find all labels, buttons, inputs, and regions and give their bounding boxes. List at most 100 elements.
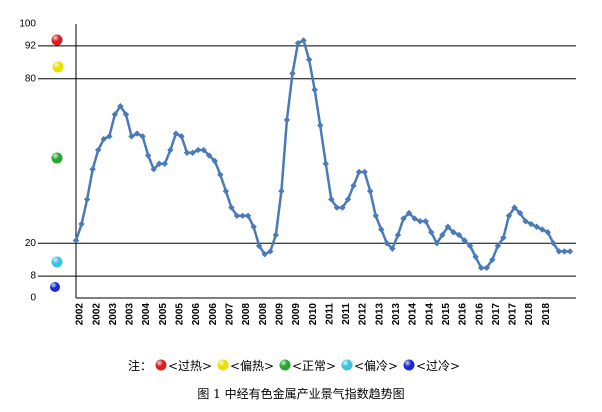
y-tick-label: 8 <box>30 271 36 282</box>
x-tick-label: 2018 <box>524 303 535 326</box>
x-tick-label: 2006 <box>208 303 219 326</box>
data-point <box>428 229 435 236</box>
data-point <box>289 70 296 77</box>
data-point <box>211 157 218 165</box>
x-tick-label: 2013 <box>391 303 402 326</box>
data-point <box>500 234 507 241</box>
x-tick-label: 2016 <box>474 303 485 326</box>
zone-dot-shine <box>51 152 63 164</box>
x-tick-label: 2008 <box>241 303 252 326</box>
data-point <box>333 204 341 211</box>
legend-dot-shine <box>155 359 167 371</box>
data-point <box>122 111 130 118</box>
data-point <box>450 229 457 236</box>
data-point <box>511 204 518 211</box>
data-point <box>522 218 529 225</box>
y-tick-label: 100 <box>19 19 36 30</box>
x-tick-label: 2009 <box>291 303 302 326</box>
data-point <box>317 122 324 129</box>
x-tick-label: 2017 <box>508 303 519 326</box>
x-tick-label: 2005 <box>158 303 169 326</box>
data-point <box>172 130 180 137</box>
x-tick-label: 2002 <box>75 303 86 326</box>
legend-dot-shine <box>217 359 229 371</box>
data-point <box>344 196 352 203</box>
legend-label: <过热> <box>168 359 212 373</box>
data-point <box>139 133 146 140</box>
x-tick-label: 2012 <box>358 303 369 326</box>
data-point <box>106 133 113 140</box>
data-point <box>372 212 379 219</box>
data-point <box>72 237 80 244</box>
data-point <box>255 242 263 250</box>
data-point <box>472 253 479 261</box>
data-point <box>89 166 96 173</box>
data-point <box>189 149 196 156</box>
data-point <box>516 209 524 217</box>
data-point <box>561 248 568 255</box>
data-point <box>161 160 169 167</box>
data-point <box>100 135 107 143</box>
y-tick-label: 80 <box>25 73 37 84</box>
data-point <box>444 223 452 230</box>
data-point <box>405 209 413 217</box>
y-tick-label: 92 <box>25 41 37 52</box>
x-tick-label: 2009 <box>274 303 285 326</box>
data-point <box>400 215 407 222</box>
x-tick-label: 2015 <box>441 303 452 326</box>
zone-dot-shine <box>50 282 60 292</box>
data-point <box>95 146 102 154</box>
data-point <box>466 242 474 250</box>
data-point <box>300 37 307 44</box>
x-tick-label: 2017 <box>491 303 502 326</box>
data-point <box>555 248 563 255</box>
data-point <box>539 226 546 233</box>
data-point <box>111 111 119 118</box>
x-tick-label: 2006 <box>191 303 202 326</box>
x-tick-label: 2004 <box>141 303 152 326</box>
legend-dot-shine <box>341 359 353 371</box>
legend-dot-shine <box>403 359 415 371</box>
data-point <box>239 212 246 219</box>
x-tick-label: 2014 <box>424 303 435 326</box>
data-point <box>144 152 152 159</box>
x-tick-label: 2013 <box>374 303 385 326</box>
data-point <box>461 237 468 244</box>
data-point <box>505 212 513 219</box>
data-point <box>489 256 496 263</box>
data-point <box>150 166 157 173</box>
data-point <box>311 86 318 93</box>
data-point <box>167 146 174 154</box>
x-tick-label: 2005 <box>175 303 186 326</box>
note-label: 注： <box>128 358 152 373</box>
data-point <box>483 264 490 272</box>
data-point <box>128 133 135 140</box>
data-point <box>361 168 368 176</box>
data-point <box>228 204 235 211</box>
x-tick-label: 2003 <box>125 303 136 326</box>
data-point <box>422 218 429 225</box>
x-tick-label: 2014 <box>408 303 419 326</box>
x-tick-label: 2010 <box>308 303 319 326</box>
zone-markers <box>50 34 64 292</box>
x-tick-label: 2011 <box>341 303 352 325</box>
data-point <box>244 212 252 219</box>
data-point <box>527 220 535 228</box>
x-tick-label: 2008 <box>258 303 269 326</box>
data-point <box>455 231 463 239</box>
x-tick-label: 2003 <box>108 303 119 326</box>
data-point <box>200 146 207 154</box>
data-point <box>278 187 285 195</box>
data-point <box>366 187 374 195</box>
data-point <box>339 204 346 211</box>
data-point <box>378 226 385 233</box>
data-point <box>294 39 302 47</box>
legend-label: <过冷> <box>416 359 460 373</box>
data-point <box>183 149 191 156</box>
data-point <box>411 215 418 222</box>
data-point <box>566 248 574 255</box>
data-point <box>117 103 124 110</box>
data-point <box>83 196 91 203</box>
